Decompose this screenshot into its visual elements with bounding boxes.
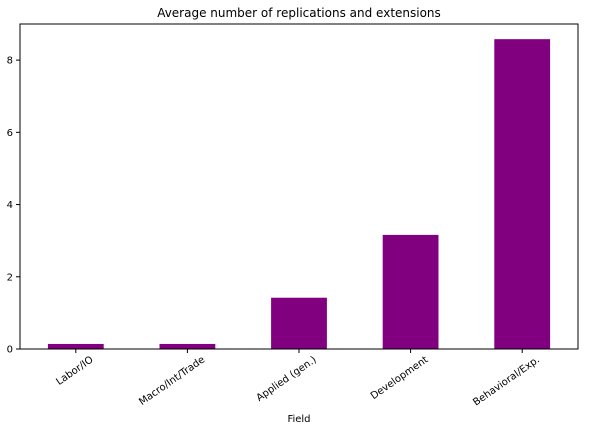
plot-frame: [19, 23, 579, 350]
x-tick-label-1: Macro/Int/Trade: [137, 354, 207, 408]
y-tick-label-2: 4: [7, 200, 13, 211]
chart-title: Average number of replications and exten…: [157, 6, 441, 20]
y-tick-label-0: 0: [7, 345, 13, 356]
x-tick-label-3: Development: [369, 354, 431, 402]
bar-3: [382, 234, 439, 349]
x-tick-label-2: Applied (gen.): [255, 354, 319, 404]
x-axis: Labor/IO Macro/Int/Trade Applied (gen.) Dev…: [54, 349, 542, 408]
bar-1: [159, 343, 216, 349]
bar-2: [271, 297, 327, 349]
y-tick-label-3: 6: [7, 128, 13, 139]
bars-group: [47, 39, 551, 350]
x-axis-label: Field: [287, 414, 310, 425]
bar-4: [494, 39, 551, 350]
x-tick-label-4: Behavioral/Exp.: [471, 354, 542, 408]
y-tick-label-4: 8: [7, 56, 13, 67]
bar-0: [47, 343, 104, 349]
x-tick-label-0: Labor/IO: [54, 354, 95, 387]
y-tick-label-1: 2: [7, 272, 13, 283]
y-axis: 0 2 4 6 8: [7, 56, 20, 356]
